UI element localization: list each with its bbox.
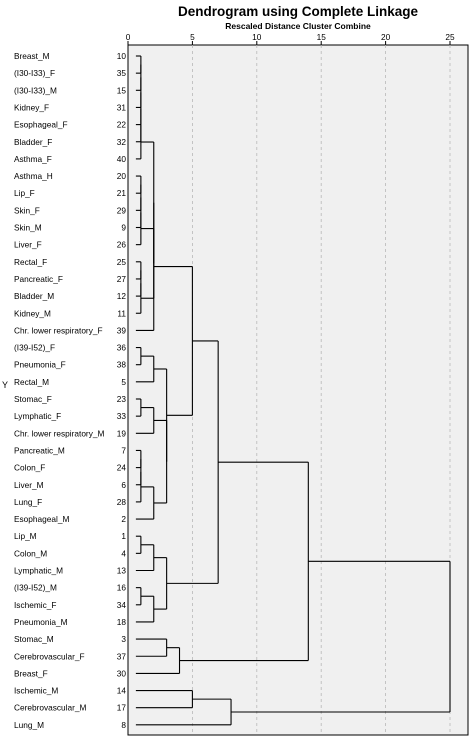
leaf-id: 11 (117, 308, 126, 318)
leaf-id: 37 (117, 651, 127, 661)
leaf-id: 18 (117, 617, 127, 627)
leaf-id: 31 (117, 102, 127, 112)
leaf-id: 36 (117, 343, 127, 353)
x-axis-ticks: 0 5 10 15 20 25 (126, 32, 455, 45)
leaf-label: Lymphatic_M (14, 566, 63, 576)
leaf-label: (I39-I52)_F (14, 343, 55, 353)
dendrogram-links (135, 55, 451, 726)
leaf-id: 9 (121, 223, 126, 233)
leaf-id: 24 (117, 463, 127, 473)
leaf-label: Rectal_M (14, 377, 49, 387)
leaf-label: Pneumonia_M (14, 617, 68, 627)
leaf-id: 19 (117, 428, 127, 438)
leaf-id: 29 (117, 205, 127, 215)
leaf-label: Ischemic_M (14, 686, 58, 696)
plot-area (127, 44, 469, 736)
leaf-id: 23 (117, 394, 127, 404)
leaf-label: Colon_M (14, 548, 47, 558)
leaf-label: Esophageal_F (14, 120, 68, 130)
leaf-label: Chr. lower respiratory_M (14, 428, 104, 438)
leaf-label: Lung_F (14, 497, 42, 507)
leaf-id: 7 (121, 445, 126, 455)
x-tick-label: 5 (190, 32, 195, 42)
leaf-label: Skin_F (14, 205, 40, 215)
chart-title: Dendrogram using Complete Linkage (177, 4, 419, 19)
leaf-id: 5 (121, 377, 126, 387)
leaf-label: Colon_F (14, 463, 45, 473)
leaf-label: (I30-I33)_M (14, 85, 57, 95)
leaf-labels: Breast_M 10(I30-I33)_F 35(I30-I33)_M 15Kidn… (14, 51, 126, 730)
leaf-id: 21 (117, 188, 127, 198)
leaf-label: Pancreatic_M (14, 445, 65, 455)
leaf-label: Ischemic_F (14, 600, 56, 610)
leaf-id: 3 (121, 634, 126, 644)
leaf-id: 4 (121, 548, 126, 558)
leaf-label: (I30-I33)_F (14, 68, 55, 78)
leaf-id: 27 (117, 274, 127, 284)
y-axis-label: Y (2, 380, 9, 390)
leaf-label: Rectal_F (14, 257, 47, 267)
x-tick-label: 25 (445, 32, 455, 42)
chart-subtitle: Rescaled Distance Cluster Combine (225, 21, 371, 31)
x-tick-label: 15 (317, 32, 327, 42)
x-tick-label: 0 (126, 32, 131, 42)
leaf-label: Lung_M (14, 720, 44, 730)
leaf-label: Lymphatic_F (14, 411, 61, 421)
leaf-label: Skin_M (14, 223, 42, 233)
leaf-label: Asthma_F (14, 154, 52, 164)
leaf-label: Cerebrovascular_M (14, 703, 86, 713)
leaf-label: Liver_F (14, 240, 42, 250)
leaf-id: 6 (121, 480, 126, 490)
leaf-id: 32 (117, 137, 127, 147)
leaf-label: Cerebrovascular_F (14, 651, 85, 661)
leaf-label: Breast_F (14, 668, 48, 678)
leaf-label: Stomac_F (14, 394, 52, 404)
leaf-label: Stomac_M (14, 634, 54, 644)
leaf-id: 8 (121, 720, 126, 730)
leaf-id: 15 (117, 85, 127, 95)
leaf-id: 22 (117, 120, 127, 130)
leaf-label: Bladder_M (14, 291, 54, 301)
leaf-label: Bladder_F (14, 137, 52, 147)
leaf-id: 10 (117, 51, 127, 61)
leaf-label: Kidney_M (14, 308, 51, 318)
leaf-id: 2 (121, 514, 126, 524)
leaf-id: 20 (117, 171, 127, 181)
leaf-id: 16 (117, 583, 127, 593)
leaf-label: Kidney_F (14, 102, 49, 112)
grid-lines (191, 45, 451, 735)
leaf-label: Lip_M (14, 531, 37, 541)
x-tick-label: 20 (381, 32, 391, 42)
leaf-label: Chr. lower respiratory_F (14, 325, 103, 335)
leaf-id: 14 (117, 686, 127, 696)
leaf-id: 28 (117, 497, 127, 507)
leaf-label: Lip_F (14, 188, 35, 198)
leaf-id: 12 (117, 291, 127, 301)
leaf-label: Asthma_H (14, 171, 53, 181)
leaf-id: 26 (117, 240, 127, 250)
leaf-label: Pneumonia_F (14, 360, 66, 370)
leaf-label: Liver_M (14, 480, 44, 490)
leaf-id: 25 (117, 257, 127, 267)
x-tick-label: 10 (252, 32, 262, 42)
leaf-id: 39 (117, 325, 127, 335)
leaf-label: (I39-I52)_M (14, 583, 57, 593)
leaf-label: Pancreatic_F (14, 274, 63, 284)
leaf-label: Breast_M (14, 51, 50, 61)
leaf-id: 13 (117, 566, 127, 576)
leaf-id: 1 (121, 531, 126, 541)
leaf-id: 17 (117, 703, 127, 713)
leaf-id: 30 (117, 668, 127, 678)
leaf-label: Esophageal_M (14, 514, 69, 524)
leaf-id: 38 (117, 360, 127, 370)
leaf-id: 33 (117, 411, 127, 421)
leaf-id: 40 (117, 154, 127, 164)
leaf-id: 35 (117, 68, 127, 78)
leaf-id: 34 (117, 600, 127, 610)
